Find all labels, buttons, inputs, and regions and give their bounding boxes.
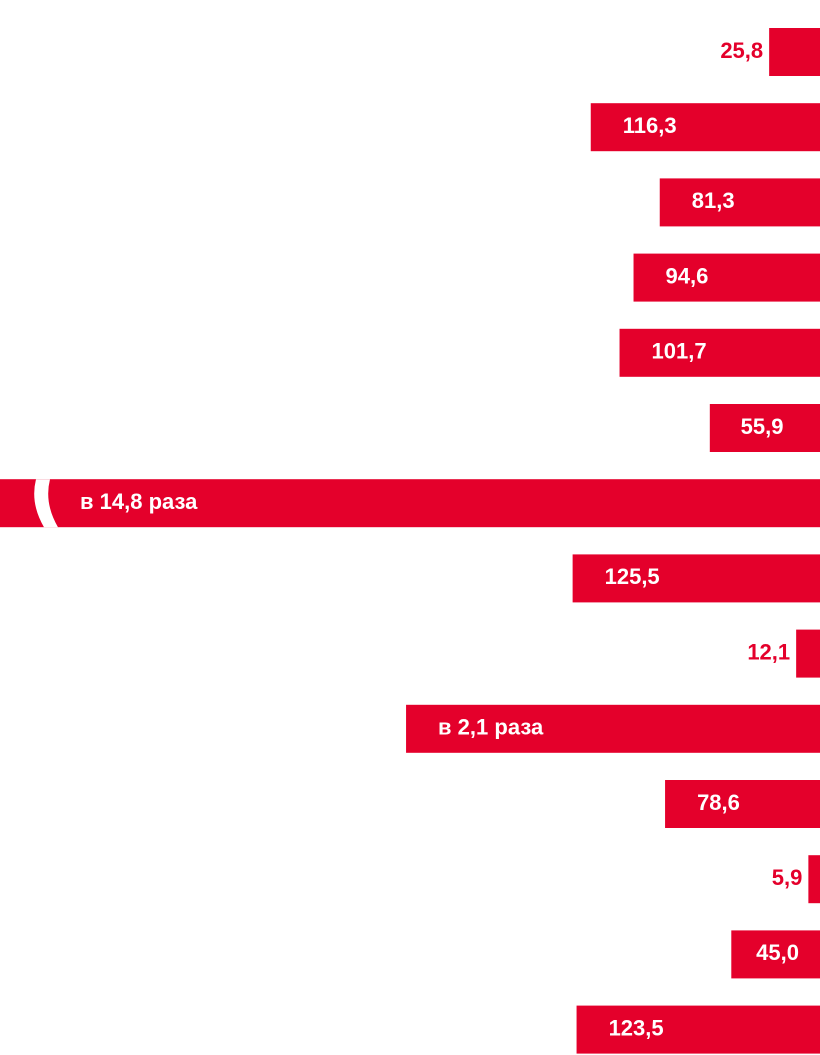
bar [406, 704, 820, 753]
bar [808, 855, 820, 904]
value-label: 25,8 [720, 38, 763, 63]
value-label: 123,5 [609, 1015, 664, 1040]
bar [619, 328, 820, 377]
bar [796, 629, 820, 678]
value-label: 5,9 [772, 865, 803, 890]
bar [709, 404, 820, 452]
value-label: в 14,8 раза [80, 489, 198, 514]
bar [731, 930, 820, 979]
axis-break [34, 479, 58, 528]
bar [633, 253, 820, 302]
value-label: в 2,1 раза [438, 715, 544, 740]
bar [572, 554, 820, 603]
bar [590, 103, 820, 152]
bar [0, 479, 820, 528]
value-label: 94,6 [666, 263, 709, 288]
value-label: 55,9 [741, 414, 784, 439]
value-label: 116,3 [623, 113, 677, 138]
bar [659, 178, 820, 227]
value-label: 78,6 [697, 790, 740, 815]
bar [769, 28, 820, 76]
bar [665, 780, 820, 828]
value-label: 12,1 [747, 639, 790, 664]
value-label: 125,5 [605, 564, 660, 589]
value-label: 45,0 [756, 940, 799, 965]
bar [576, 1005, 820, 1054]
value-label: 101,7 [652, 339, 707, 364]
value-label: 81,3 [692, 188, 735, 213]
